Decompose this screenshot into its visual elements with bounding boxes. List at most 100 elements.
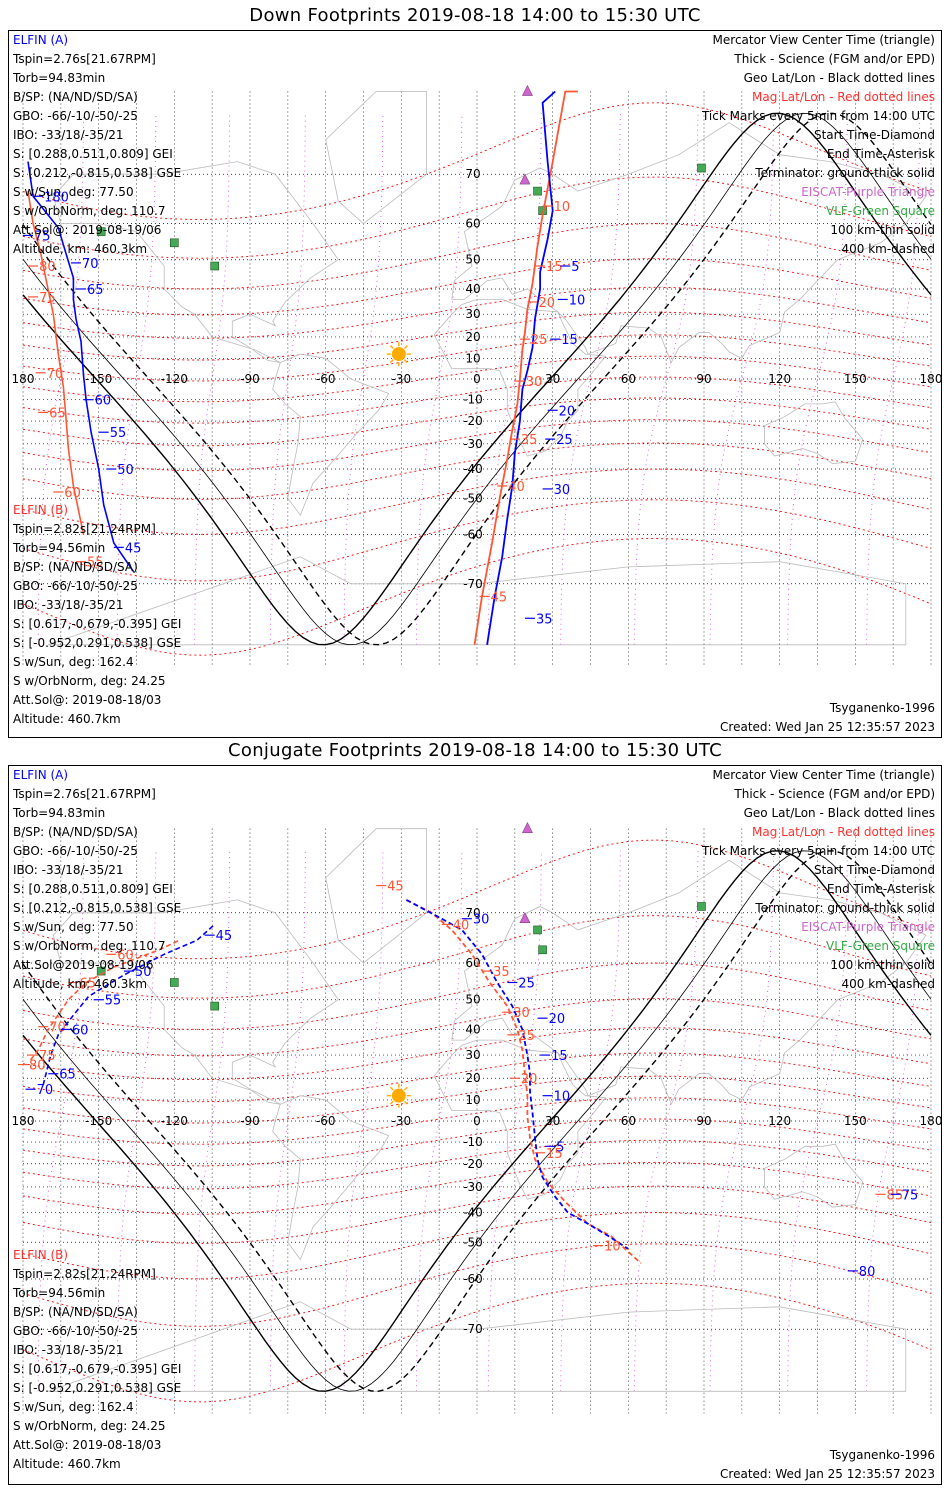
elfin-a-track <box>405 899 629 1250</box>
lat-tick-label: -30 <box>463 1180 483 1194</box>
mag-lon-line <box>194 850 231 1392</box>
lat-tick-label: -10 <box>463 1135 483 1149</box>
eiscat-triangle-icon <box>521 84 533 96</box>
legend-item: Start Time-Diamond <box>813 128 935 142</box>
lon-tick-label: -150 <box>85 372 112 386</box>
lon-tick-label: 60 <box>621 372 636 386</box>
elfin-a-track <box>42 923 216 1086</box>
lat-tick-label: -60 <box>463 1272 483 1286</box>
conjugate-footprints-panel: 180 -150 -120 -90 -60 -30 0 30 60 90 120 150 180 70 60… <box>8 765 942 1485</box>
legend-item: Tick Marks every 5min from 14:00 UTC <box>701 844 935 858</box>
terminator-400km <box>22 850 932 1392</box>
down-footprints-panel: 180 -150 -120 -90 -60 -30 0 30 60 90 120 150 180 70 60… <box>8 30 942 738</box>
legend-item: EISCAT-Purple Triangle <box>801 185 935 199</box>
vlf-square-icon <box>697 163 706 173</box>
mag-lat-line <box>22 839 932 960</box>
coastline <box>433 1039 607 1200</box>
time-tick-label: 70 <box>82 257 99 272</box>
legend-item: Thick - Science (FGM and/or EPD) <box>734 787 935 801</box>
model-label: Tsyganenko-1996 <box>829 1448 935 1462</box>
elfin-b-header: ELFIN (B) <box>13 1248 69 1262</box>
lat-tick-label: 40 <box>465 1022 480 1036</box>
time-tick-label: 40 <box>453 918 470 933</box>
legend-item: Geo Lat/Lon - Black dotted lines <box>743 71 935 85</box>
lat-tick-label: -30 <box>463 437 483 451</box>
satellite-tracks: 8075706560706560555045454035302520151085… <box>18 880 918 1280</box>
mag-lat-line <box>22 102 932 220</box>
legend-item: Terminator: ground-thick solid <box>755 901 935 915</box>
info-line: Att.Sol@: 2019-08-18/03 <box>13 693 162 707</box>
elfin-a-header: ELFIN (A) <box>13 768 69 782</box>
mag-lat-line <box>22 1139 932 1190</box>
axis-labels: 180 -150 -120 -90 -60 -30 0 30 60 90 120 150 180 70 60… <box>12 167 941 591</box>
info-line: S: [0.617,-0.679,-0.395] GEI <box>13 1362 182 1376</box>
mag-lat-line <box>22 1097 932 1145</box>
time-tick-label: 55 <box>87 556 104 571</box>
time-tick-label: 180 <box>44 190 69 205</box>
lat-tick-label: 70 <box>465 906 480 920</box>
vlf-square-icon <box>697 902 706 911</box>
time-tick-label: 50 <box>135 965 152 980</box>
mag-lon-line <box>269 850 306 1392</box>
created-label: Created: Wed Jan 25 12:35:57 2023 <box>720 720 935 734</box>
lon-tick-label: 150 <box>844 1114 867 1128</box>
info-line: S: [0.288,0.511,0.809] GEI <box>13 147 173 161</box>
lon-tick-label: 150 <box>844 372 867 386</box>
time-tick-label: 65 <box>59 1068 76 1083</box>
legend-item: Mercator View Center Time (triangle) <box>712 33 935 47</box>
time-tick-label: 25 <box>531 333 548 348</box>
info-line: Altitude: 460.7km <box>13 712 121 726</box>
mag-lat-line <box>22 915 932 999</box>
satellite-tracks: 8075706560551807570656055504510152025303… <box>23 90 585 645</box>
lon-tick-label: 180 <box>12 1114 35 1128</box>
lon-tick-label: 180 <box>920 1114 941 1128</box>
info-line: GBO: -66/-10/-50/-25 <box>13 579 138 593</box>
time-tick-label: 80 <box>29 1059 46 1074</box>
elfin-b-track <box>27 190 85 535</box>
info-line: Torb=94.56min <box>13 541 106 555</box>
time-tick-label: 75 <box>34 229 51 244</box>
time-tick-label: 45 <box>216 929 233 944</box>
info-line: IBO: -33/18/-35/21 <box>13 598 124 612</box>
mag-lon-line <box>343 850 384 1392</box>
info-line: B/SP: (NA/ND/SD/SA) <box>13 825 138 839</box>
info-line: Att.Sol@2019-08-19/06 <box>13 958 154 972</box>
vlf-square-icon <box>96 966 106 976</box>
info-line: Altitude, km: 460.3km <box>13 977 148 991</box>
elfin-b-track <box>473 90 578 645</box>
mag-grid <box>22 839 932 1403</box>
panel1-title: Down Footprints 2019-08-18 14:00 to 15:3… <box>249 5 701 26</box>
coastline <box>325 828 427 964</box>
sun-ray <box>403 345 408 349</box>
mag-lat-line <box>22 1161 932 1215</box>
info-line: S w/OrbNorm, deg: 110.7 <box>13 939 166 953</box>
legend-item: Mercator View Center Time (triangle) <box>712 768 935 782</box>
lat-tick-label: 30 <box>465 1048 480 1062</box>
time-tick-label: 80 <box>859 1265 876 1280</box>
mag-lat-line <box>22 1027 932 1081</box>
mag-lat-line <box>22 1075 932 1124</box>
panel2-title: Conjugate Footprints 2019-08-18 14:00 to… <box>228 740 722 761</box>
sun-ray <box>403 1086 408 1091</box>
lat-tick-label: -60 <box>463 527 483 541</box>
mag-lat-line <box>22 1243 932 1327</box>
time-tick-label: 45 <box>387 880 404 895</box>
info-line: S w/Sun, deg: 77.50 <box>13 185 134 199</box>
coastline <box>272 353 390 517</box>
mag-lat-line <box>22 311 932 361</box>
time-tick-label: 65 <box>87 283 104 298</box>
mag-lon-line <box>116 850 157 1392</box>
info-line: IBO: -33/18/-35/21 <box>13 128 124 142</box>
time-tick-label: 55 <box>110 426 127 441</box>
elfin-b-info: ELFIN (B) Tspin=2.82s[21.24RPM] Torb=94.… <box>13 1246 181 1474</box>
info-line: Altitude, km: 460.3km <box>13 242 148 256</box>
lon-tick-label: -120 <box>161 1114 188 1128</box>
legend: Mercator View Center Time (triangle) Thi… <box>702 766 935 994</box>
vlf-square-icon <box>538 945 547 955</box>
mag-lat-line <box>22 419 932 472</box>
legend-item: 100 km-thin solid <box>830 223 935 237</box>
lon-tick-label: 90 <box>696 372 711 386</box>
time-tick-label: 60 <box>117 948 134 963</box>
lon-tick-label: -120 <box>161 372 188 386</box>
terminator <box>22 112 932 646</box>
